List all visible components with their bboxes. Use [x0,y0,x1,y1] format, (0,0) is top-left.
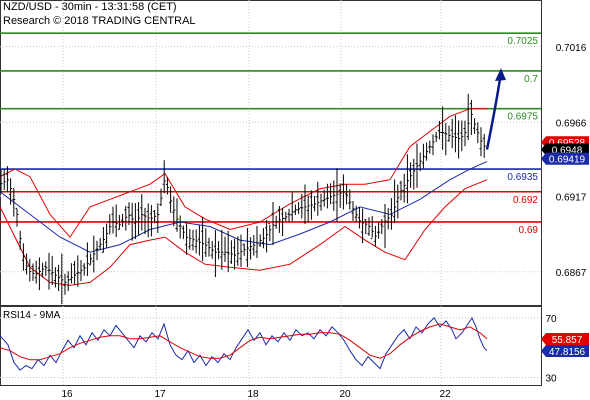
x-tick-label: 17 [154,389,166,400]
y-tick-label: 0.6867 [556,268,587,279]
rsi-panel-frame [0,306,542,386]
price-tag-label: 0.69419 [549,155,586,166]
y-tick-label: 0.7016 [556,43,587,54]
bollinger-lower [0,179,488,286]
level-label: 0.7025 [507,36,538,47]
level-label: 0.6935 [507,172,538,183]
rsi-title: RSI14 - 9MA [3,310,61,321]
chart-title: NZD/USD - 30min - 13:31:58 (CET) [3,1,177,13]
x-tick-label: 20 [339,389,351,400]
level-label: 0.6975 [507,112,538,123]
bollinger-upper [0,108,487,238]
y-tick-label: 0.6966 [556,118,587,129]
copyright-line: Research © 2018 TRADING CENTRAL [3,15,196,27]
rsi-value-tag [541,333,589,346]
rsi-series-line [0,316,488,371]
rsi-series-line [0,323,488,361]
y-tick-label: 0.6917 [556,192,587,203]
level-label: 0.69 [519,225,539,236]
price-bars [0,93,486,305]
price-tag [541,152,589,165]
price-tag [541,143,589,156]
level-label: 0.7 [524,74,538,85]
rsi-value-tag [541,344,589,357]
rsi-y-tick-label: 70 [545,314,557,325]
x-tick-label: 18 [247,389,259,400]
moving-average [0,161,488,253]
forecast-arrow-head [495,67,506,81]
level-label: 0.692 [513,195,538,206]
x-tick-label: 16 [61,389,73,400]
main-panel-frame [0,0,542,306]
price-tag-label: 0.6948 [552,145,583,156]
rsi-y-tick-label: 30 [545,374,557,385]
rsi-value-label: 47.8156 [549,347,586,358]
x-tick-label: 22 [439,389,451,400]
forecast-arrow [485,78,502,150]
rsi-value-label: 55.857 [552,335,583,346]
